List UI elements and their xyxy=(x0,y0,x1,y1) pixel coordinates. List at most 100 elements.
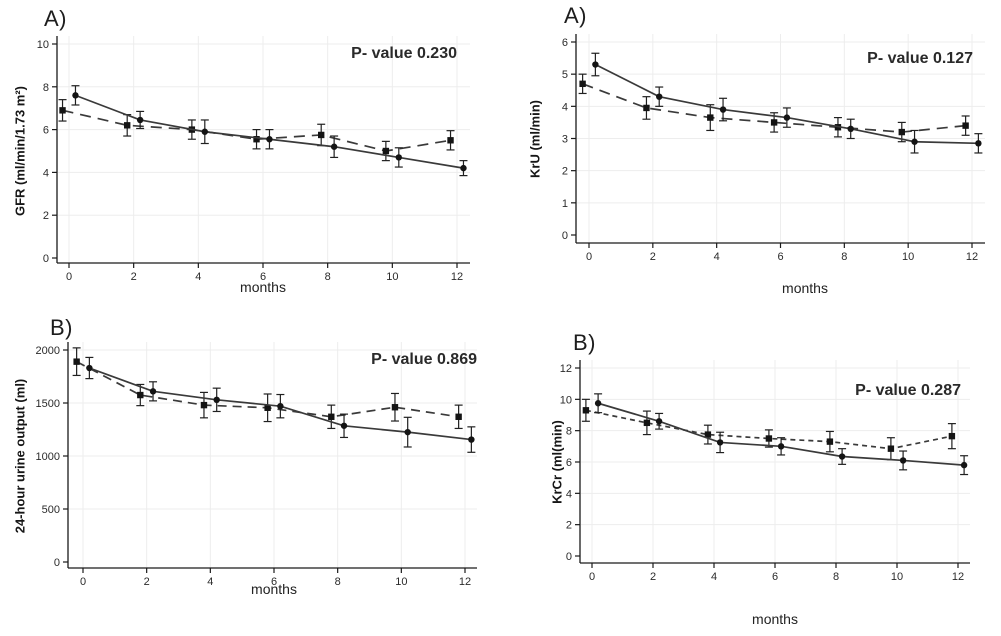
y-tick-label: 6 xyxy=(566,457,572,469)
x-tick-label: 0 xyxy=(66,271,72,283)
y-tick-label: 3 xyxy=(562,134,568,146)
y-axis-label: 24-hour urine output (ml) xyxy=(12,378,28,534)
data-point-square xyxy=(826,438,834,445)
y-tick-label: 1000 xyxy=(36,451,60,463)
x-axis-label: months xyxy=(251,581,297,597)
y-tick-label: 0 xyxy=(562,230,568,242)
data-point-square xyxy=(898,128,905,136)
x-tick-label: 0 xyxy=(589,571,595,583)
y-tick-label: 1 xyxy=(562,198,568,210)
data-point-circle xyxy=(899,457,907,464)
data-point-square xyxy=(962,122,969,129)
y-tick-label: 2 xyxy=(566,520,572,532)
y-tick-label: 8 xyxy=(566,426,572,438)
data-point-square xyxy=(137,391,144,399)
data-point-square xyxy=(73,358,80,365)
data-point-square xyxy=(765,435,773,442)
data-point-circle xyxy=(783,114,791,121)
data-point-circle xyxy=(594,400,602,407)
y-tick-label: 6 xyxy=(562,37,568,49)
x-tick-label: 4 xyxy=(207,576,213,588)
panel-krcr: 0 2 4 6 8 10 12 0 2 4 6 8 10 12 B) P- value 0.287 KrC… xyxy=(500,318,1001,636)
x-tick-label: 0 xyxy=(586,251,592,263)
data-point-square xyxy=(253,136,260,143)
data-point-square xyxy=(643,419,651,427)
x-tick-label: 6 xyxy=(271,576,277,588)
data-point-square xyxy=(707,114,714,121)
x-tick-label: 6 xyxy=(260,271,266,283)
data-point-square xyxy=(264,404,271,411)
x-tick-label: 12 xyxy=(966,251,978,263)
data-point-circle xyxy=(460,164,467,172)
data-point-circle xyxy=(266,136,273,143)
y-tick-label: 5 xyxy=(562,69,568,81)
data-point-square xyxy=(579,80,586,88)
x-tick-label: 12 xyxy=(952,571,964,583)
y-tick-label: 10 xyxy=(37,39,49,51)
y-tick-label: 2000 xyxy=(36,345,60,357)
y-tick-label: 8 xyxy=(43,82,49,94)
panel-kru: 0 1 2 3 4 5 6 0 2 4 6 8 10 12 A) P- value 0.127 KrU (… xyxy=(500,0,1001,318)
data-point-circle xyxy=(838,453,846,460)
urine-output-plot: 0 500 1000 1500 2000 0 2 4 6 8 10 12 xyxy=(36,342,477,588)
p-value-annotation: P- value 0.869 xyxy=(371,351,477,368)
data-point-square xyxy=(770,119,778,126)
y-tick-label: 4 xyxy=(43,167,49,179)
data-point-circle xyxy=(72,92,79,99)
y-tick-label: 0 xyxy=(54,557,60,569)
data-point-square xyxy=(382,147,390,155)
data-point-circle xyxy=(149,388,157,395)
p-value-annotation: P- value 0.287 xyxy=(855,382,961,399)
data-point-circle xyxy=(716,439,724,446)
y-tick-label: 2 xyxy=(43,210,49,222)
x-tick-label: 8 xyxy=(325,271,331,283)
data-point-square xyxy=(391,404,399,411)
y-tick-label: 12 xyxy=(560,363,572,375)
data-point-square xyxy=(582,407,590,414)
x-axis-label: months xyxy=(240,279,286,295)
y-tick-label: 0 xyxy=(566,551,572,563)
data-point-circle xyxy=(656,93,663,100)
y-tick-label: 6 xyxy=(43,125,49,137)
p-value-annotation: P- value 0.127 xyxy=(867,50,973,67)
data-point-square xyxy=(200,401,208,409)
x-tick-label: 12 xyxy=(459,576,471,588)
x-tick-label: 8 xyxy=(335,576,341,588)
data-point-circle xyxy=(777,443,785,450)
x-tick-label: 10 xyxy=(891,571,903,583)
x-tick-label: 4 xyxy=(195,271,201,283)
data-point-circle xyxy=(468,436,475,443)
data-point-circle xyxy=(213,396,220,404)
x-tick-label: 10 xyxy=(902,251,914,263)
x-axis-label: months xyxy=(782,280,828,296)
y-tick-label: 4 xyxy=(566,488,572,500)
x-tick-label: 2 xyxy=(650,251,656,263)
x-tick-label: 4 xyxy=(711,571,717,583)
data-point-square xyxy=(124,122,131,129)
y-tick-label: 0 xyxy=(43,253,49,265)
panel-gfr: 0 2 4 6 8 10 0 2 4 6 8 10 12 A) P- value 0.230 GFR (… xyxy=(0,0,500,318)
data-point-circle xyxy=(277,402,284,410)
x-tick-label: 2 xyxy=(144,576,150,588)
data-point-circle xyxy=(592,61,599,68)
x-tick-label: 8 xyxy=(833,571,839,583)
x-tick-label: 6 xyxy=(772,571,778,583)
data-point-circle xyxy=(86,364,93,372)
y-tick-label: 2 xyxy=(562,166,568,178)
data-point-circle xyxy=(975,140,982,147)
y-tick-label: 500 xyxy=(42,504,60,516)
x-tick-label: 6 xyxy=(777,251,783,263)
data-point-circle xyxy=(201,128,208,135)
y-axis-label: KrU (ml/min) xyxy=(527,100,543,178)
data-point-square xyxy=(318,131,325,139)
y-axis-label: KrCr (ml(min) xyxy=(549,420,565,504)
gfr-plot: 0 2 4 6 8 10 0 2 4 6 8 10 12 xyxy=(37,36,470,283)
panel-letter: A) xyxy=(564,3,587,28)
data-point-circle xyxy=(136,116,144,124)
data-point-square xyxy=(455,413,462,420)
data-point-circle xyxy=(340,422,348,429)
krcr-plot: 0 2 4 6 8 10 12 0 2 4 6 8 10 12 xyxy=(560,360,970,583)
data-point-square xyxy=(328,413,335,420)
data-point-circle xyxy=(395,154,402,161)
